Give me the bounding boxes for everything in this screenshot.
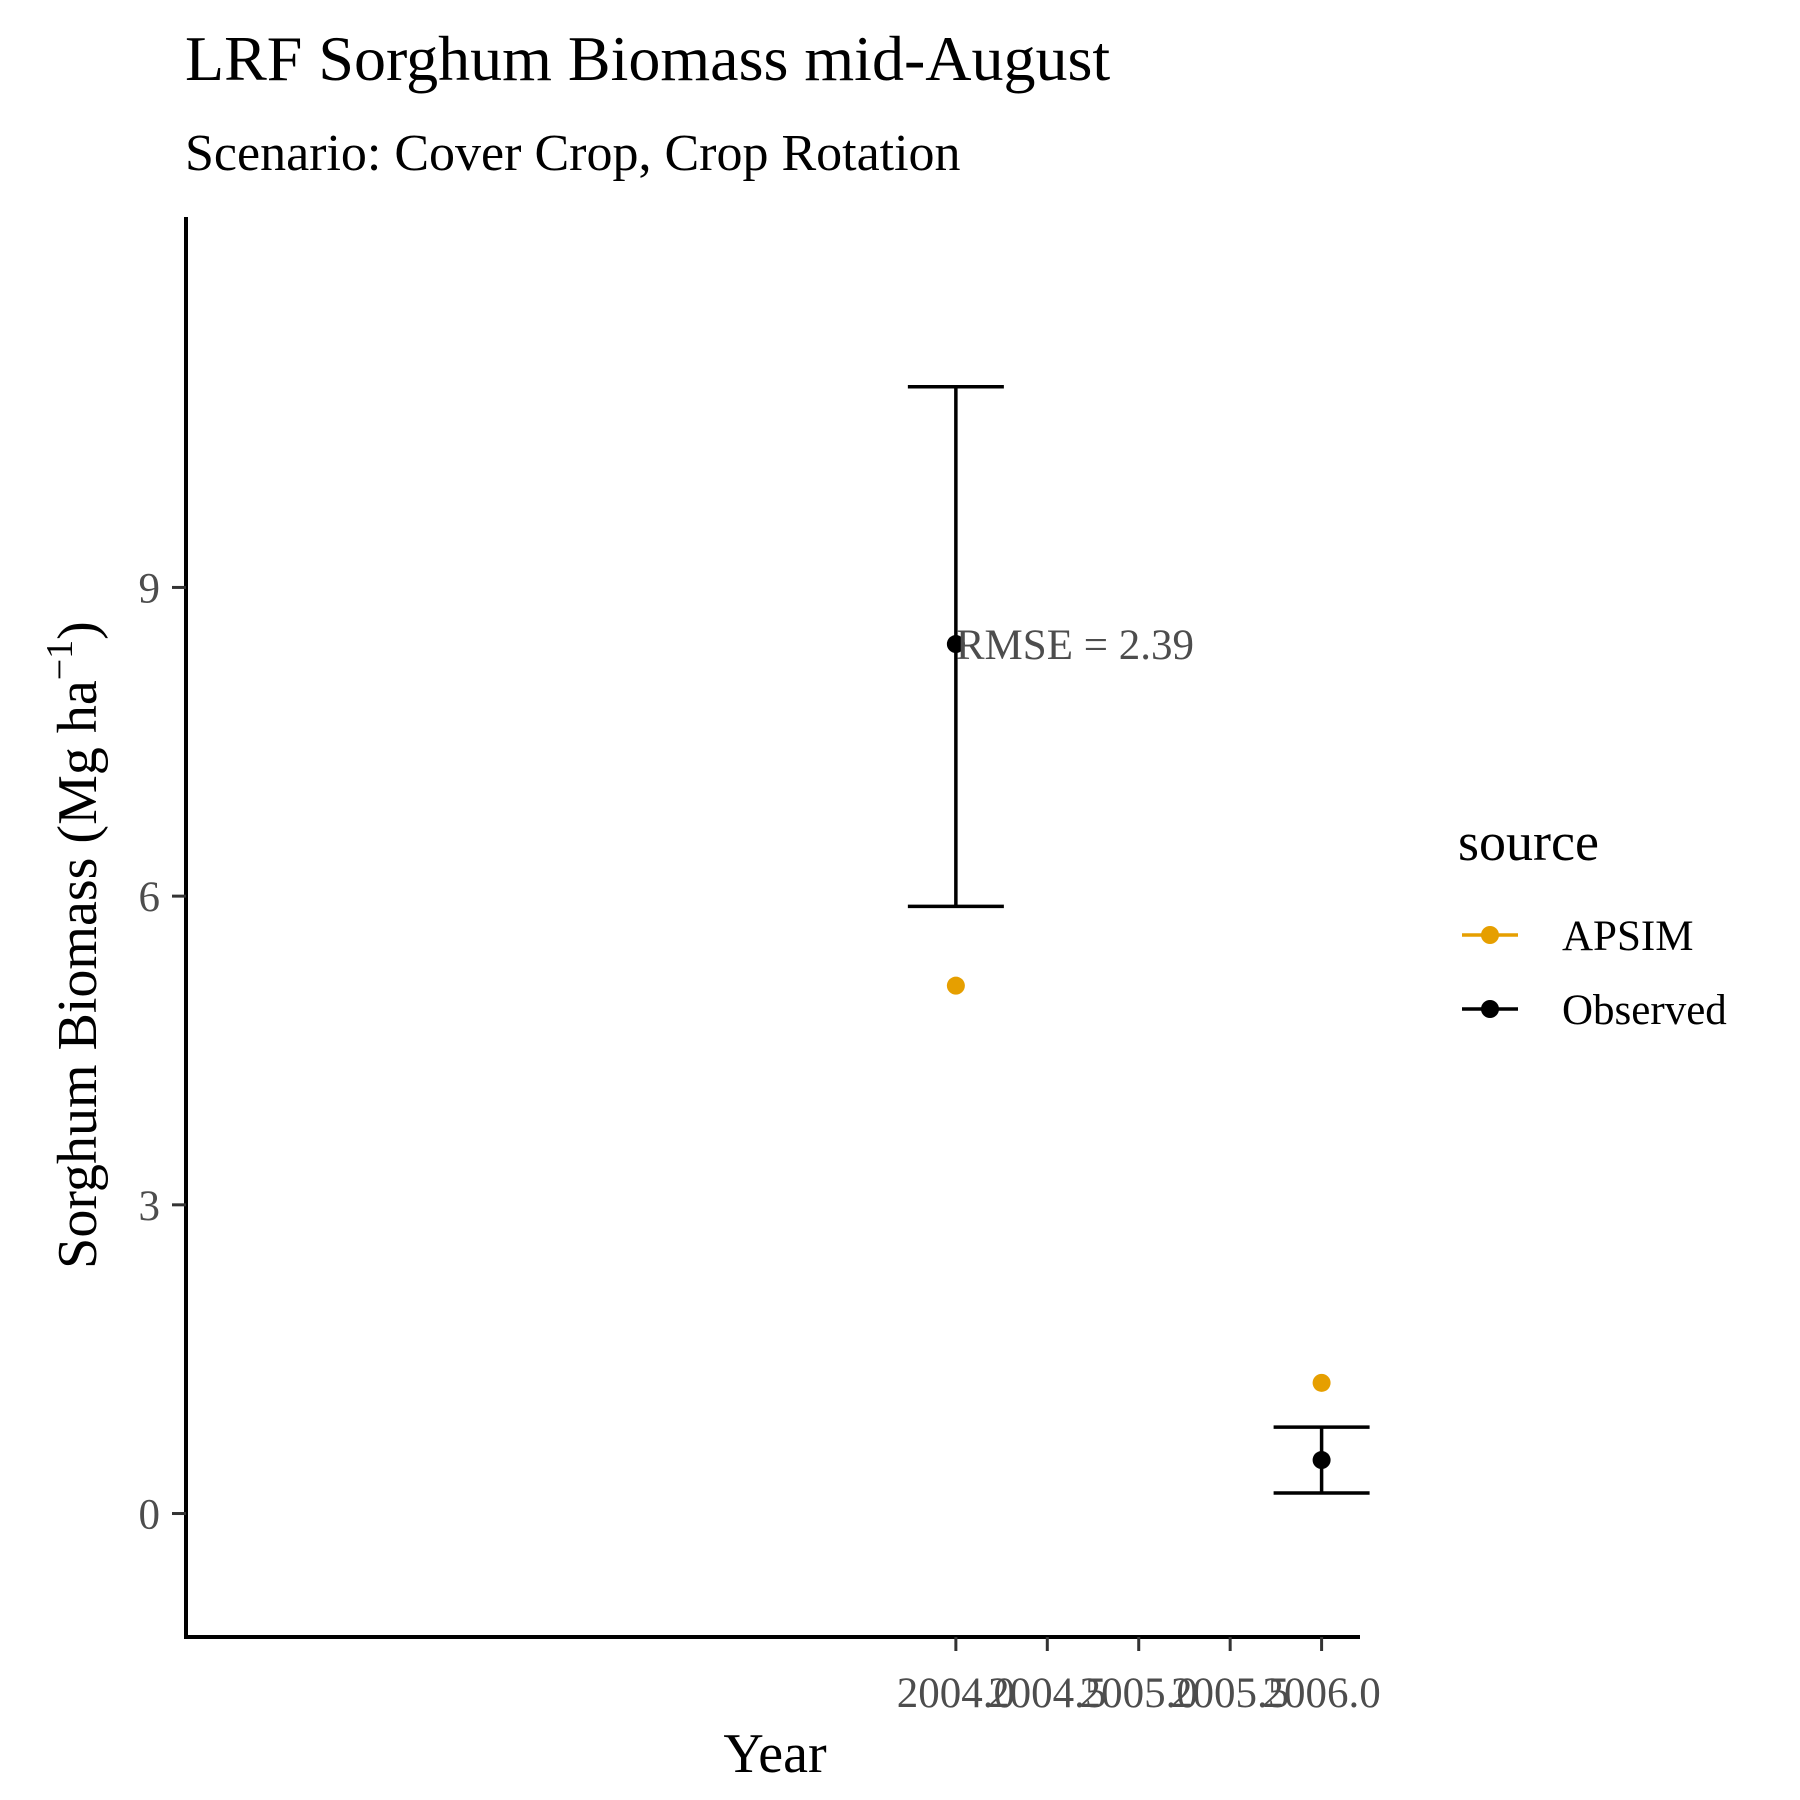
legend-title: source — [1458, 812, 1599, 872]
legend-key-point — [1481, 1000, 1499, 1018]
data-point-observed — [946, 635, 965, 654]
x-tick-label: 2006.0 — [1262, 1670, 1380, 1717]
legend: source APSIM Observed — [1458, 812, 1727, 1034]
y-tick-label: 0 — [139, 1492, 161, 1539]
y-axis-ticks: 0 3 6 9 — [139, 565, 186, 1539]
legend-label: APSIM — [1562, 913, 1693, 960]
x-tick-label: 2004.0 — [897, 1670, 1015, 1717]
data-point-apsim — [946, 976, 965, 995]
y-axis-title: Sorghum Biomass (Mg ha−1) — [39, 621, 109, 1269]
plot-area: RMSE = 2.39 — [907, 385, 1370, 1495]
y-tick-label: 3 — [139, 1183, 161, 1230]
legend-key-point — [1481, 926, 1499, 944]
rmse-annotation: RMSE = 2.39 — [956, 622, 1194, 669]
y-tick-label: 6 — [139, 874, 161, 921]
data-point-apsim — [1312, 1373, 1331, 1392]
chart-title: LRF Sorghum Biomass mid-August — [185, 23, 1110, 94]
legend-items: APSIM Observed — [1462, 913, 1727, 1034]
data-point-observed — [1312, 1451, 1331, 1470]
y-axis-title-superscript: −1 — [39, 640, 81, 680]
y-tick-label: 9 — [139, 565, 161, 612]
chart-subtitle: Scenario: Cover Crop, Crop Rotation — [185, 125, 961, 182]
y-axis-title-main: Sorghum Biomass (Mg ha — [47, 680, 109, 1269]
y-axis-title-close: ) — [47, 621, 109, 640]
x-tick-label: 2005.0 — [1080, 1670, 1198, 1717]
x-axis-title: Year — [723, 1723, 827, 1785]
x-tick-label: 2005.5 — [1171, 1670, 1289, 1717]
legend-label: Observed — [1562, 987, 1727, 1034]
x-tick-label: 2004.5 — [988, 1670, 1106, 1717]
